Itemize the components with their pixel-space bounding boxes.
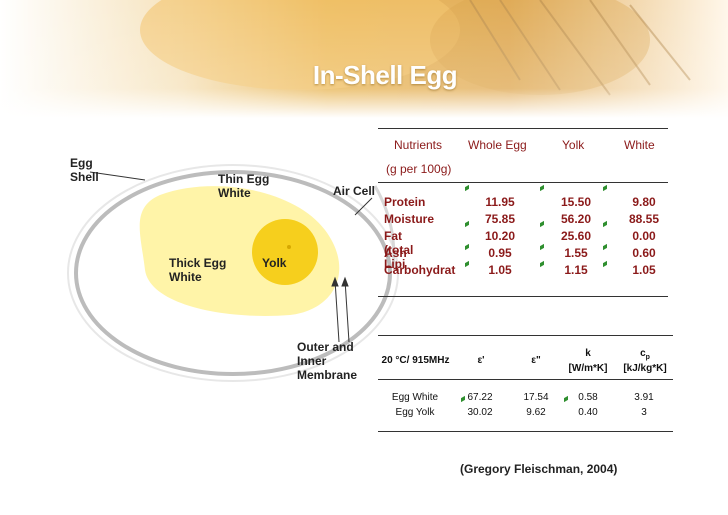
- t2-top-rule: [378, 335, 673, 336]
- header-nutrients: Nutrients: [394, 138, 443, 152]
- tick-mark: [603, 260, 607, 268]
- header-white: White: [624, 138, 655, 152]
- header-rule: [378, 182, 668, 183]
- tick-mark: [465, 184, 469, 192]
- value-yolk: 56.20: [560, 212, 592, 226]
- col-cp-subscript: p: [645, 354, 650, 361]
- col-k-unit: [W/m*K]: [568, 363, 608, 374]
- value-white: 1.05: [632, 263, 656, 277]
- col-k: k: [585, 348, 591, 359]
- unit-label: (g per 100g): [386, 162, 452, 176]
- tick-mark: [540, 243, 544, 251]
- table-top-rule: [378, 128, 668, 129]
- tick-mark: [540, 184, 544, 192]
- label-thick-egg-white: Thick Egg White: [169, 256, 227, 284]
- condition-label: 20 °C/ 915MHz: [381, 355, 450, 366]
- arrowhead-outer: [331, 276, 339, 287]
- egg-diagram: [67, 164, 399, 382]
- tick-mark: [465, 220, 469, 228]
- dielectric-table: 20 °C/ 915MHz ε' ε" k [W/m*K] cp [kJ/kg*…: [378, 335, 673, 440]
- row-name: Egg Yolk: [395, 407, 435, 418]
- membrane-pointer-outer: [334, 279, 340, 343]
- nutrient-name: Carbohydrat: [384, 263, 456, 277]
- table-bottom-rule: [378, 296, 668, 297]
- col-cp-unit: [kJ/kg*K]: [623, 363, 667, 374]
- yolk-shape: [252, 219, 318, 285]
- value-eps-double-prime: 17.54: [523, 392, 549, 403]
- value-cp: 3: [641, 407, 647, 418]
- arrowhead-inner: [341, 276, 349, 287]
- label-membrane: Outer and Inner Membrane: [297, 340, 358, 382]
- tick-mark: [465, 260, 469, 268]
- shell-pointer: [89, 171, 146, 181]
- page-title: In-Shell Egg: [312, 60, 458, 90]
- membrane-pointer-inner: [344, 279, 350, 343]
- air-cell-line: [373, 185, 396, 269]
- tick-mark: [465, 243, 469, 251]
- nutrient-name: Protein: [384, 195, 426, 209]
- value-k: 0.58: [578, 392, 598, 403]
- air-cell-pointer: [354, 197, 373, 216]
- tick-mark: [603, 243, 607, 251]
- nutrient-name: Moisture: [384, 212, 435, 226]
- value-white: 0.00: [632, 229, 656, 243]
- value-white: 88.55: [628, 212, 660, 226]
- label-air-cell: Air Cell: [333, 184, 376, 198]
- label-thin-egg-white: Thin Egg White: [218, 172, 270, 200]
- value-yolk: 1.55: [564, 246, 588, 260]
- col-cp-symbol: c: [640, 348, 646, 359]
- row-name: Egg White: [391, 392, 439, 403]
- col-eps-double-prime: ε": [531, 355, 541, 366]
- value-yolk: 15.50: [560, 195, 592, 209]
- col-eps-prime: ε': [477, 355, 485, 366]
- t2-bottom-rule: [378, 431, 673, 432]
- header-banner: [0, 0, 728, 118]
- value-yolk: 25.60: [560, 229, 592, 243]
- value-eps-prime: 67.22: [467, 392, 493, 403]
- value-whole: 75.85: [484, 212, 516, 226]
- t2-header-rule: [378, 379, 673, 380]
- value-eps-double-prime: 9.62: [526, 407, 546, 418]
- header-yolk: Yolk: [562, 138, 585, 152]
- citation: (Gregory Fleischman, 2004): [460, 462, 618, 476]
- value-whole: 10.20: [484, 229, 516, 243]
- label-egg-shell: Egg Shell: [70, 156, 99, 184]
- label-yolk: Yolk: [262, 256, 287, 270]
- value-cp: 3.91: [634, 392, 654, 403]
- germinal-disc: [287, 245, 291, 249]
- value-k: 0.40: [578, 407, 598, 418]
- value-white: 9.80: [632, 195, 656, 209]
- value-yolk: 1.15: [564, 263, 588, 277]
- tick-mark: [603, 220, 607, 228]
- tick-mark: [540, 220, 544, 228]
- header-whole-egg: Whole Egg: [468, 138, 527, 152]
- value-eps-prime: 30.02: [467, 407, 493, 418]
- col-cp: cp: [622, 348, 668, 361]
- nutrient-name: Fat (total Lipi: [384, 229, 414, 271]
- tick-mark: [603, 184, 607, 192]
- value-whole: 1.05: [488, 263, 512, 277]
- value-whole: 0.95: [488, 246, 512, 260]
- value-whole: 11.95: [485, 195, 515, 209]
- tick-mark: [540, 260, 544, 268]
- value-white: 0.60: [632, 246, 656, 260]
- nutrient-name: Ash: [384, 246, 407, 260]
- banner-background: [0, 0, 728, 118]
